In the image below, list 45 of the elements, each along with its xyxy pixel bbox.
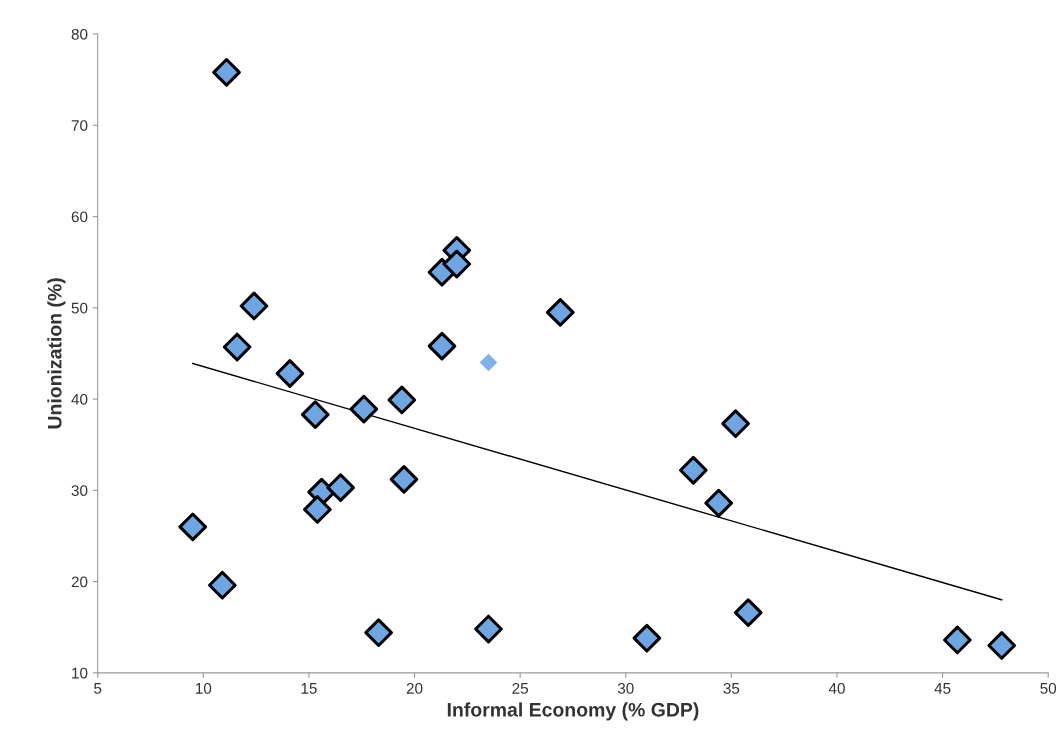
point <box>300 400 330 429</box>
point <box>326 473 355 502</box>
point <box>704 488 734 518</box>
point <box>479 353 498 372</box>
x-tick-label: 20 <box>406 682 423 694</box>
y-tick-label: 40 <box>71 393 88 405</box>
point <box>733 598 763 627</box>
point <box>207 570 237 600</box>
y-tick-label: 10 <box>72 667 88 679</box>
point <box>222 332 252 362</box>
x-tick-label: 5 <box>94 683 102 694</box>
point <box>275 359 305 388</box>
point <box>303 495 332 524</box>
y-tick-label: 60 <box>71 211 88 223</box>
y-tick-label: 30 <box>71 485 88 497</box>
x-tick-label: 35 <box>723 682 740 694</box>
point <box>239 291 269 321</box>
point <box>721 409 750 439</box>
point <box>632 623 662 653</box>
x-tick-label: 50 <box>1040 682 1057 694</box>
y-tick-label: 80 <box>71 28 88 40</box>
point <box>389 465 419 494</box>
point <box>545 298 575 327</box>
point <box>987 631 1017 660</box>
point <box>474 614 503 644</box>
y-axis-title: Unionization (%) <box>47 278 66 429</box>
y-tick-label: 70 <box>71 120 88 131</box>
point <box>943 625 972 655</box>
x-tick-label: 30 <box>617 682 634 694</box>
point <box>212 58 241 87</box>
y-tick-label: 50 <box>71 302 88 314</box>
x-axis-title: Informal Economy (% GDP) <box>447 702 699 721</box>
point <box>387 385 417 415</box>
x-tick-label: 40 <box>828 682 845 694</box>
point <box>178 512 208 542</box>
point <box>349 394 379 424</box>
x-tick-label: 45 <box>934 683 951 694</box>
x-tick-label: 15 <box>301 683 317 694</box>
y-tick-label: 20 <box>71 576 88 588</box>
point <box>427 331 457 361</box>
point <box>679 455 708 485</box>
point <box>442 249 472 279</box>
point <box>364 618 393 648</box>
x-tick-label: 25 <box>512 682 528 694</box>
x-tick-label: 10 <box>195 682 212 694</box>
